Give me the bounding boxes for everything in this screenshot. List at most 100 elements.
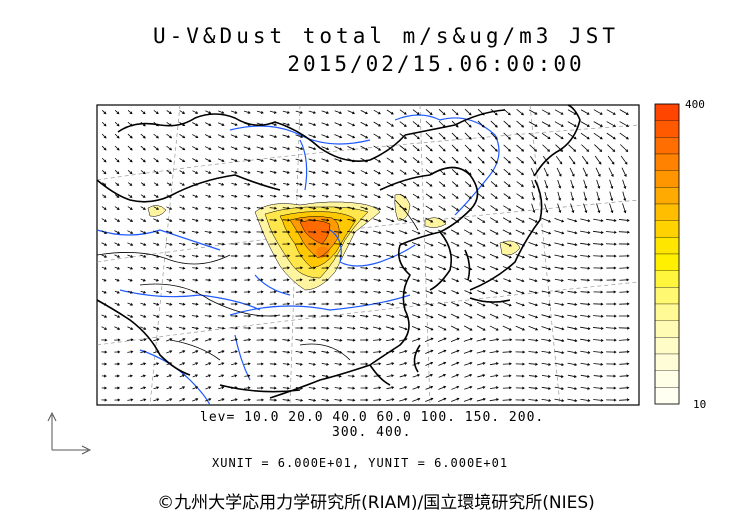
wind-vector <box>386 242 394 246</box>
wind-vector <box>321 219 329 221</box>
wind-vector-head <box>430 327 434 331</box>
wind-vector-head <box>195 398 199 401</box>
wind-vector <box>528 325 538 331</box>
wind-vector <box>218 374 224 378</box>
wind-vector-head <box>352 159 356 163</box>
wind-vector <box>153 157 159 163</box>
wind-vector <box>347 351 355 353</box>
wind-vector-head <box>613 302 617 306</box>
wind-vector <box>554 326 564 330</box>
map-datetime: 2015/02/15.06:00:00 <box>287 52 585 76</box>
wind-vector-head <box>442 148 446 152</box>
wind-vector-head <box>456 220 460 223</box>
wind-vector <box>179 303 185 305</box>
wind-vector-head <box>430 361 434 365</box>
wind-vector-head <box>534 374 538 378</box>
wind-vector <box>179 206 185 210</box>
wind-vector-head <box>182 314 186 318</box>
wind-vector <box>127 314 133 318</box>
wind-vector-head <box>587 387 591 390</box>
wind-vector-head <box>208 159 212 162</box>
wind-vector-head <box>600 302 604 306</box>
wind-vector-head <box>339 362 343 366</box>
wind-vector-head <box>613 386 617 390</box>
wind-vector <box>205 374 211 378</box>
wind-vector <box>386 398 394 402</box>
wind-vector-head <box>313 290 316 294</box>
wind-vector <box>192 350 198 354</box>
wind-vector <box>477 278 485 282</box>
wind-vector-head <box>104 231 108 234</box>
wind-vector <box>373 387 381 389</box>
wind-vector <box>114 157 120 163</box>
wind-vector-head <box>429 124 433 128</box>
wind-vector-head <box>600 338 604 342</box>
wind-vector <box>567 291 577 293</box>
wind-vector <box>166 121 172 127</box>
wind-vector-head <box>613 266 617 270</box>
wind-vector-head <box>391 278 395 282</box>
wind-vector <box>295 146 303 150</box>
wind-vector <box>593 339 603 341</box>
wind-vector <box>568 155 576 165</box>
wind-vector <box>230 158 238 162</box>
wind-vector <box>556 167 562 177</box>
wind-vector <box>127 218 133 222</box>
wind-vector <box>450 325 460 331</box>
wind-vector-head <box>130 315 134 318</box>
wind-vector-head <box>626 386 630 390</box>
wind-vector-head <box>182 326 186 330</box>
wind-vector <box>230 350 238 354</box>
wind-vector-head <box>169 278 173 282</box>
wind-vector-head <box>391 266 395 270</box>
wind-vector-head <box>378 135 382 139</box>
wind-vector-head <box>156 290 160 294</box>
wind-vector-head <box>482 208 486 211</box>
wind-vector <box>464 362 472 366</box>
wind-vector-head <box>561 243 565 247</box>
wind-vector-head <box>508 315 512 319</box>
wind-vector <box>544 191 548 201</box>
wind-vector <box>231 386 237 390</box>
wind-vector-head <box>558 173 562 177</box>
wind-vector-head <box>339 290 343 294</box>
wind-vector-head <box>442 124 446 128</box>
wind-vector <box>580 218 590 222</box>
wind-vector <box>411 242 421 246</box>
wind-vector-head <box>261 135 265 138</box>
wind-vector <box>179 254 185 258</box>
wind-vector <box>477 132 485 140</box>
wind-vector <box>140 133 146 139</box>
wind-vector <box>191 255 199 257</box>
wind-vector-head <box>117 398 121 402</box>
wind-vector-head <box>352 278 355 282</box>
wind-vector <box>205 182 211 186</box>
wind-vector-head <box>443 327 447 331</box>
wind-vector <box>580 398 590 402</box>
wind-vector-head <box>561 363 565 366</box>
wind-vector <box>516 132 524 140</box>
wind-vector <box>127 339 133 341</box>
wind-vector-head <box>378 374 382 378</box>
wind-vector <box>153 350 159 354</box>
wind-vector <box>153 266 159 270</box>
wind-vector-head <box>221 350 225 353</box>
wind-vector-head <box>339 230 343 234</box>
wind-vector-head <box>571 197 575 201</box>
wind-vector-head <box>430 231 434 235</box>
wind-vector <box>308 338 316 342</box>
wind-vector <box>127 302 133 306</box>
wind-vector-head <box>404 362 408 365</box>
wind-vector-head <box>182 350 186 353</box>
wind-vector <box>205 206 211 210</box>
wind-vector-head <box>468 172 472 176</box>
wind-vector <box>373 254 381 258</box>
wind-vector-head <box>117 350 121 354</box>
wind-vector <box>399 386 407 390</box>
wind-vector-head <box>561 255 565 259</box>
wind-vector <box>593 315 603 317</box>
wind-vector-head <box>156 219 160 222</box>
wind-vector <box>412 157 420 163</box>
wind-vector <box>515 325 525 331</box>
